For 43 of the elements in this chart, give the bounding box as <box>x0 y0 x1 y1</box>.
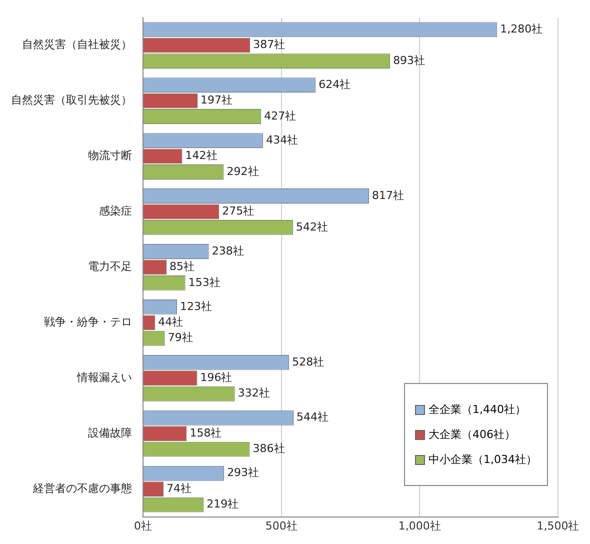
x-tick-label: 1,500社 <box>536 519 580 532</box>
data-label: 332社 <box>238 386 270 400</box>
y-tick-label: 設備故障 <box>88 426 132 440</box>
data-label: 275社 <box>222 204 254 218</box>
data-label: 292社 <box>226 164 259 178</box>
data-label: 142社 <box>185 149 218 162</box>
data-label: 817社 <box>372 188 404 202</box>
data-label: 293社 <box>227 466 260 480</box>
data-label: 544社 <box>296 410 329 424</box>
data-label: 196社 <box>200 370 232 384</box>
data-label: 1,280社 <box>500 22 543 36</box>
x-tick-label: 500社 <box>265 519 298 532</box>
data-label: 158社 <box>190 426 222 440</box>
y-tick-label: 電力不足 <box>88 260 132 274</box>
y-tick-label: 戦争・紛争・テロ <box>44 316 132 329</box>
data-label: 79社 <box>168 331 193 344</box>
data-label: 434社 <box>266 133 298 146</box>
data-label: 238社 <box>212 244 244 258</box>
y-tick-label: 感染症 <box>99 204 132 218</box>
data-label: 74社 <box>166 482 192 495</box>
data-label: 893社 <box>393 54 426 67</box>
data-label: 427社 <box>264 109 296 122</box>
data-label: 542社 <box>296 220 328 234</box>
y-tick-label: 物流寸断 <box>88 149 132 162</box>
x-tick-label: 1,000社 <box>398 519 441 532</box>
data-label: 197社 <box>200 94 233 107</box>
y-tick-label: 経営者の不慮の事態 <box>32 482 132 495</box>
data-label: 528社 <box>292 355 324 368</box>
data-label: 44社 <box>158 316 184 329</box>
x-tick-label: 0社 <box>134 519 152 532</box>
legend-label: 中小企業（1,034社） <box>428 452 537 467</box>
data-label: 153社 <box>188 276 220 289</box>
y-tick-label: 自然災害（取引先被災） <box>11 94 132 107</box>
data-label: 123社 <box>180 300 212 313</box>
legend-label: 全企業（1,440社） <box>428 402 526 417</box>
data-label: 624社 <box>318 78 351 91</box>
y-tick-label: 情報漏えい <box>76 370 132 384</box>
legend-label: 大企業（406社） <box>428 427 516 442</box>
data-label: 386社 <box>252 442 285 456</box>
data-label: 387社 <box>253 38 286 52</box>
data-label: 85社 <box>170 260 195 274</box>
data-label: 219社 <box>206 498 239 511</box>
y-tick-label: 自然災害（自社被災） <box>22 38 132 52</box>
